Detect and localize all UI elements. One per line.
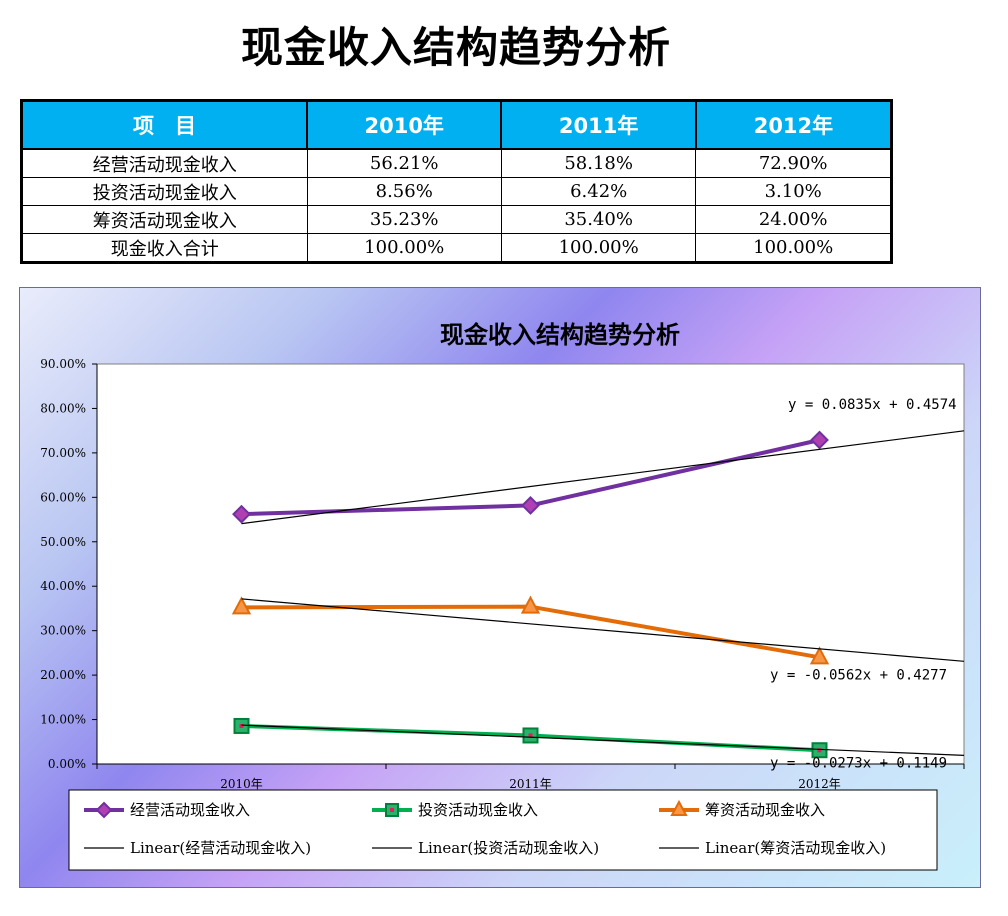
legend-label: 经营活动现金收入 xyxy=(130,801,250,819)
table-cell: 6.42% xyxy=(500,177,697,206)
y-tick-label: 30.00% xyxy=(40,624,86,638)
y-tick-label: 90.00% xyxy=(40,357,86,371)
chart-area: 现金收入结构趋势分析 0.00% 10.00% 20.00% 30.00% 40.00%… xyxy=(19,287,981,888)
table-header-row: 项 目 2010年 2011年 2012年 xyxy=(20,99,893,150)
data-point xyxy=(521,496,540,515)
legend xyxy=(68,789,938,871)
legend-label: 筹资活动现金收入 xyxy=(705,801,825,819)
column-header-2011: 2011年 xyxy=(500,99,697,150)
data-point xyxy=(232,504,251,524)
table-row: 现金收入合计 100.00% 100.00% 100.00% xyxy=(21,233,892,263)
table-row: 经营活动现金收入 56.21% 58.18% 72.90% xyxy=(21,148,892,178)
legend-marker-center xyxy=(390,808,394,812)
column-header-2012: 2012年 xyxy=(694,99,893,150)
legend-marker xyxy=(95,801,113,819)
legend-label: Linear(筹资活动现金收入) xyxy=(705,839,886,857)
data-point xyxy=(231,596,252,615)
data-point-center xyxy=(239,723,244,728)
table-row: 投资活动现金收入 8.56% 6.42% 3.10% xyxy=(21,177,892,206)
data-point xyxy=(809,646,830,665)
table-cell: 8.56% xyxy=(306,177,502,206)
x-tick-label: 2012年 xyxy=(798,777,841,791)
x-tick-label: 2011年 xyxy=(509,777,552,791)
y-tick-label: 20.00% xyxy=(40,668,86,682)
table-cell: 100.00% xyxy=(500,233,697,263)
page-title: 现金收入结构趋势分析 xyxy=(240,23,671,72)
legend-label: Linear(投资活动现金收入) xyxy=(418,839,599,857)
table-cell: 56.21% xyxy=(306,148,502,178)
x-tick-label: 2010年 xyxy=(220,777,263,791)
cash-income-table: 项 目 2010年 2011年 2012年 经营活动现金收入 56.21% 58… xyxy=(20,99,893,264)
table-cell: 35.23% xyxy=(306,205,502,234)
legend-marker xyxy=(670,799,688,816)
line-chart: 现金收入结构趋势分析 0.00% 10.00% 20.00% 30.00% 40.00%… xyxy=(40,321,965,871)
table-cell: 100.00% xyxy=(306,233,502,263)
y-tick-label: 70.00% xyxy=(40,446,86,460)
trendline-equation: y = -0.0273x + 0.1149 xyxy=(770,755,947,771)
row-label: 现金收入合计 xyxy=(21,233,308,263)
table-cell: 3.10% xyxy=(695,177,892,206)
trendline-1 xyxy=(241,430,965,525)
table-cell: 35.40% xyxy=(500,205,697,234)
trendline-2 xyxy=(241,724,965,756)
trendline-equation: y = 0.0835x + 0.4574 xyxy=(788,397,957,413)
y-tick-label: 0.00% xyxy=(48,757,86,771)
plot-area xyxy=(96,363,965,765)
y-tick-label: 40.00% xyxy=(40,579,86,593)
y-tick-label: 60.00% xyxy=(40,490,86,504)
column-header-item: 项 目 xyxy=(20,99,308,150)
legend-label: 投资活动现金收入 xyxy=(418,801,538,819)
data-point-center xyxy=(528,733,533,738)
table-cell: 72.90% xyxy=(695,148,892,178)
table-cell: 100.00% xyxy=(695,233,892,263)
trendline-equation: y = -0.0562x + 0.4277 xyxy=(770,667,947,683)
data-point-center xyxy=(817,748,822,753)
y-tick-label: 10.00% xyxy=(40,713,86,727)
trendline-3 xyxy=(241,598,965,662)
row-label: 经营活动现金收入 xyxy=(21,148,308,178)
y-tick-label: 50.00% xyxy=(40,535,86,549)
table-row: 筹资活动现金收入 35.23% 35.40% 24.00% xyxy=(21,205,892,234)
data-point xyxy=(810,430,829,450)
row-label: 投资活动现金收入 xyxy=(21,177,308,206)
y-tick-label: 80.00% xyxy=(40,401,86,415)
table-cell: 24.00% xyxy=(695,205,892,234)
chart-title: 现金收入结构趋势分析 xyxy=(440,321,680,349)
legend-label: Linear(经营活动现金收入) xyxy=(130,839,311,857)
column-header-2010: 2010年 xyxy=(305,99,503,150)
table-cell: 58.18% xyxy=(500,148,697,178)
data-point xyxy=(520,595,541,614)
row-label: 筹资活动现金收入 xyxy=(21,205,308,234)
